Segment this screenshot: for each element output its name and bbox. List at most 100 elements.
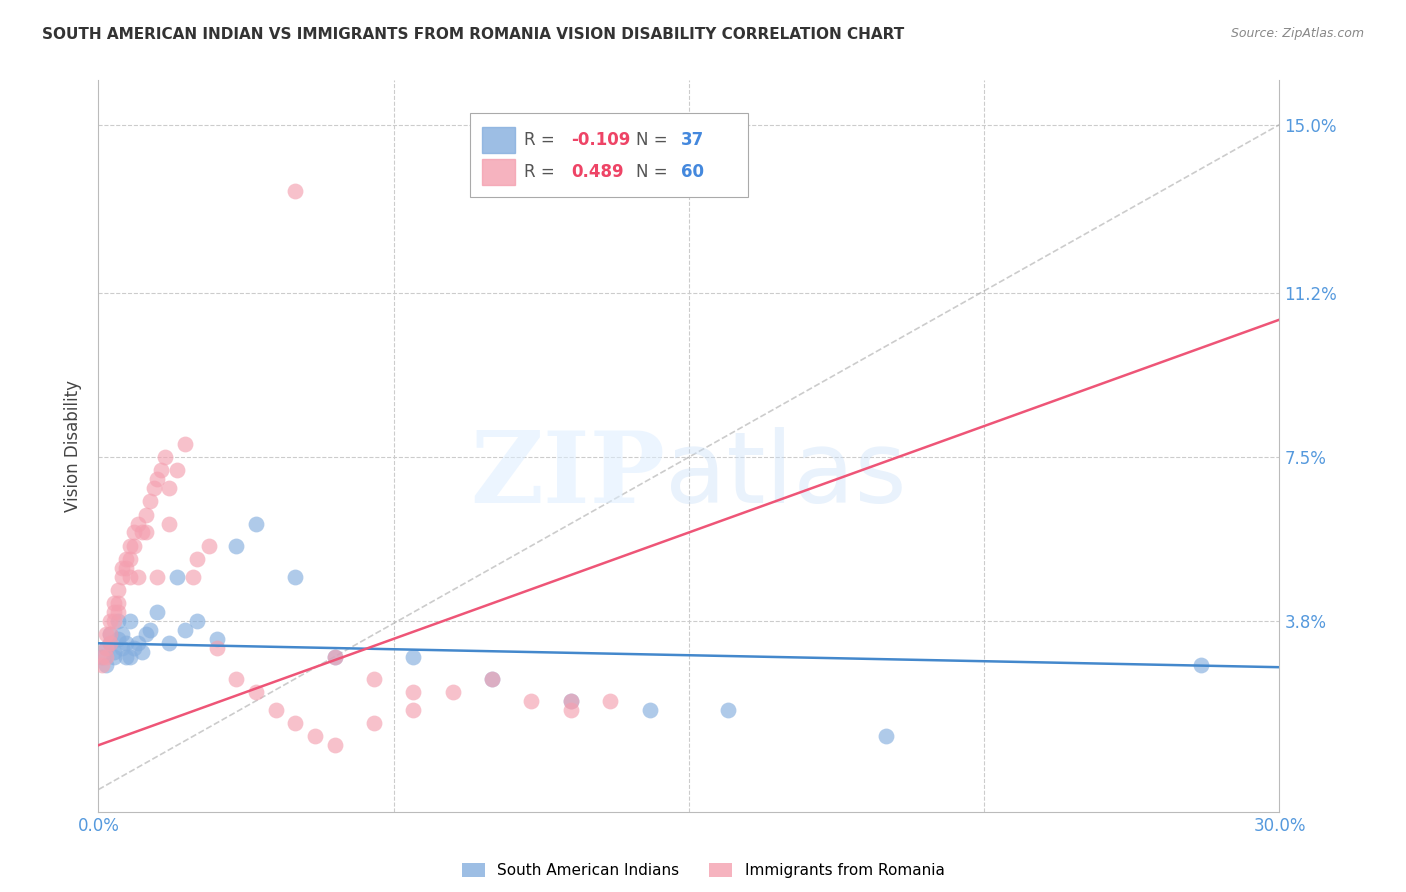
Point bbox=[138, 623, 160, 637]
Point bbox=[402, 703, 425, 717]
Point bbox=[363, 672, 385, 686]
Y-axis label: Vision Disability: Vision Disability bbox=[65, 380, 83, 512]
Point bbox=[131, 645, 153, 659]
Point bbox=[98, 636, 121, 650]
Point bbox=[115, 636, 138, 650]
Point bbox=[91, 649, 114, 664]
Point bbox=[103, 645, 125, 659]
Point bbox=[142, 481, 165, 495]
Point bbox=[323, 649, 346, 664]
Point bbox=[560, 694, 582, 708]
Point bbox=[166, 570, 188, 584]
Point bbox=[402, 685, 425, 699]
Point bbox=[157, 516, 180, 531]
Point bbox=[91, 658, 114, 673]
Point bbox=[402, 649, 425, 664]
Text: atlas: atlas bbox=[665, 426, 907, 524]
Point bbox=[186, 614, 208, 628]
Point bbox=[131, 525, 153, 540]
Point bbox=[150, 463, 173, 477]
Point bbox=[323, 649, 346, 664]
Point bbox=[284, 570, 307, 584]
Point bbox=[135, 525, 157, 540]
Point bbox=[875, 730, 897, 744]
Point bbox=[560, 703, 582, 717]
Point bbox=[103, 596, 125, 610]
Point bbox=[96, 640, 118, 655]
Text: R =: R = bbox=[523, 163, 560, 181]
Point bbox=[146, 472, 169, 486]
Point bbox=[135, 508, 157, 522]
Point bbox=[111, 561, 134, 575]
Point bbox=[174, 623, 197, 637]
Point bbox=[146, 570, 169, 584]
Point bbox=[599, 694, 621, 708]
Point bbox=[304, 730, 326, 744]
Point bbox=[122, 525, 145, 540]
Point bbox=[245, 516, 267, 531]
Point bbox=[717, 703, 740, 717]
Point bbox=[111, 640, 134, 655]
Point bbox=[146, 605, 169, 619]
Point bbox=[96, 649, 118, 664]
Point bbox=[98, 636, 121, 650]
Point bbox=[96, 627, 118, 641]
Text: 37: 37 bbox=[681, 131, 704, 149]
Text: 60: 60 bbox=[681, 163, 703, 181]
Point bbox=[323, 738, 346, 752]
Point bbox=[363, 716, 385, 731]
Point bbox=[98, 627, 121, 641]
Text: ZIP: ZIP bbox=[471, 426, 665, 524]
Point bbox=[107, 614, 129, 628]
Point bbox=[481, 672, 503, 686]
Point bbox=[107, 583, 129, 598]
Point bbox=[98, 614, 121, 628]
Point bbox=[96, 640, 118, 655]
Point bbox=[122, 539, 145, 553]
Point bbox=[560, 694, 582, 708]
Point bbox=[245, 685, 267, 699]
Bar bbox=[482, 128, 516, 153]
Point bbox=[107, 596, 129, 610]
Point bbox=[103, 605, 125, 619]
Point bbox=[181, 570, 204, 584]
Point bbox=[284, 716, 307, 731]
Point bbox=[157, 481, 180, 495]
Legend: South American Indians, Immigrants from Romania: South American Indians, Immigrants from … bbox=[456, 857, 950, 884]
Text: N =: N = bbox=[636, 163, 672, 181]
Point bbox=[103, 614, 125, 628]
Point bbox=[225, 539, 247, 553]
Point bbox=[91, 649, 114, 664]
Point bbox=[225, 672, 247, 686]
Point bbox=[118, 552, 141, 566]
FancyBboxPatch shape bbox=[471, 113, 748, 197]
Point bbox=[205, 632, 228, 646]
Point bbox=[118, 614, 141, 628]
Text: -0.109: -0.109 bbox=[571, 131, 630, 149]
Point bbox=[118, 539, 141, 553]
Point bbox=[111, 570, 134, 584]
Point bbox=[127, 516, 149, 531]
Point bbox=[127, 570, 149, 584]
Point bbox=[481, 672, 503, 686]
Point bbox=[155, 450, 177, 464]
Text: N =: N = bbox=[636, 131, 672, 149]
Point bbox=[157, 636, 180, 650]
Point bbox=[115, 552, 138, 566]
Point bbox=[284, 184, 307, 198]
Point bbox=[118, 649, 141, 664]
Point bbox=[138, 494, 160, 508]
Text: SOUTH AMERICAN INDIAN VS IMMIGRANTS FROM ROMANIA VISION DISABILITY CORRELATION C: SOUTH AMERICAN INDIAN VS IMMIGRANTS FROM… bbox=[42, 27, 904, 42]
Bar bbox=[482, 160, 516, 185]
Point bbox=[96, 658, 118, 673]
Point bbox=[197, 539, 219, 553]
Point bbox=[115, 649, 138, 664]
Point bbox=[98, 627, 121, 641]
Point bbox=[103, 649, 125, 664]
Point bbox=[135, 627, 157, 641]
Point bbox=[107, 605, 129, 619]
Point bbox=[174, 437, 197, 451]
Point bbox=[264, 703, 287, 717]
Point bbox=[115, 561, 138, 575]
Point bbox=[441, 685, 464, 699]
